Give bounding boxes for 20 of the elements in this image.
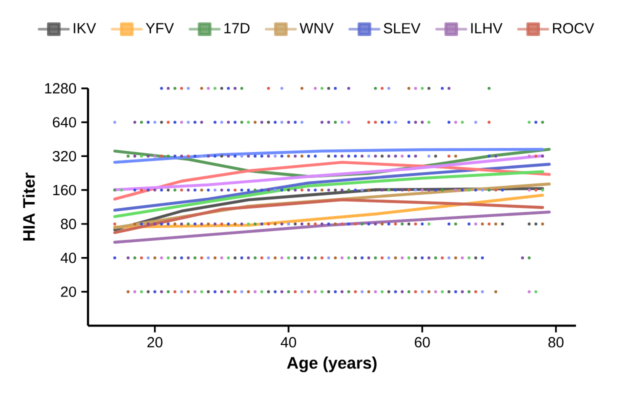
- legend-label: ILHV: [471, 23, 502, 34]
- y-tick-label: 40: [60, 252, 76, 264]
- y-tick-label: 160: [53, 184, 76, 196]
- y-tick-label: 320: [52, 150, 76, 162]
- legend-label: WNV: [300, 23, 334, 34]
- legend-label: YFV: [146, 23, 174, 34]
- x-axis-title: Age (years): [287, 356, 377, 372]
- legend-label: 17D: [224, 23, 250, 34]
- x-tick-label: 20: [147, 337, 162, 348]
- x-tick-label: 60: [414, 337, 430, 348]
- y-tick-label: 20: [61, 286, 76, 297]
- y-tick-label: 640: [52, 117, 76, 128]
- legend-label: ROCV: [553, 23, 594, 34]
- y-axis-title: HIA Titer: [22, 172, 35, 240]
- x-tick-label: 40: [280, 337, 296, 348]
- x-tick-label: 80: [548, 337, 564, 348]
- legend-label: IKV: [74, 23, 96, 34]
- legend-label: SLEV: [384, 23, 421, 34]
- y-tick-label: 80: [60, 218, 76, 230]
- y-tick-label: 1280: [45, 83, 76, 94]
